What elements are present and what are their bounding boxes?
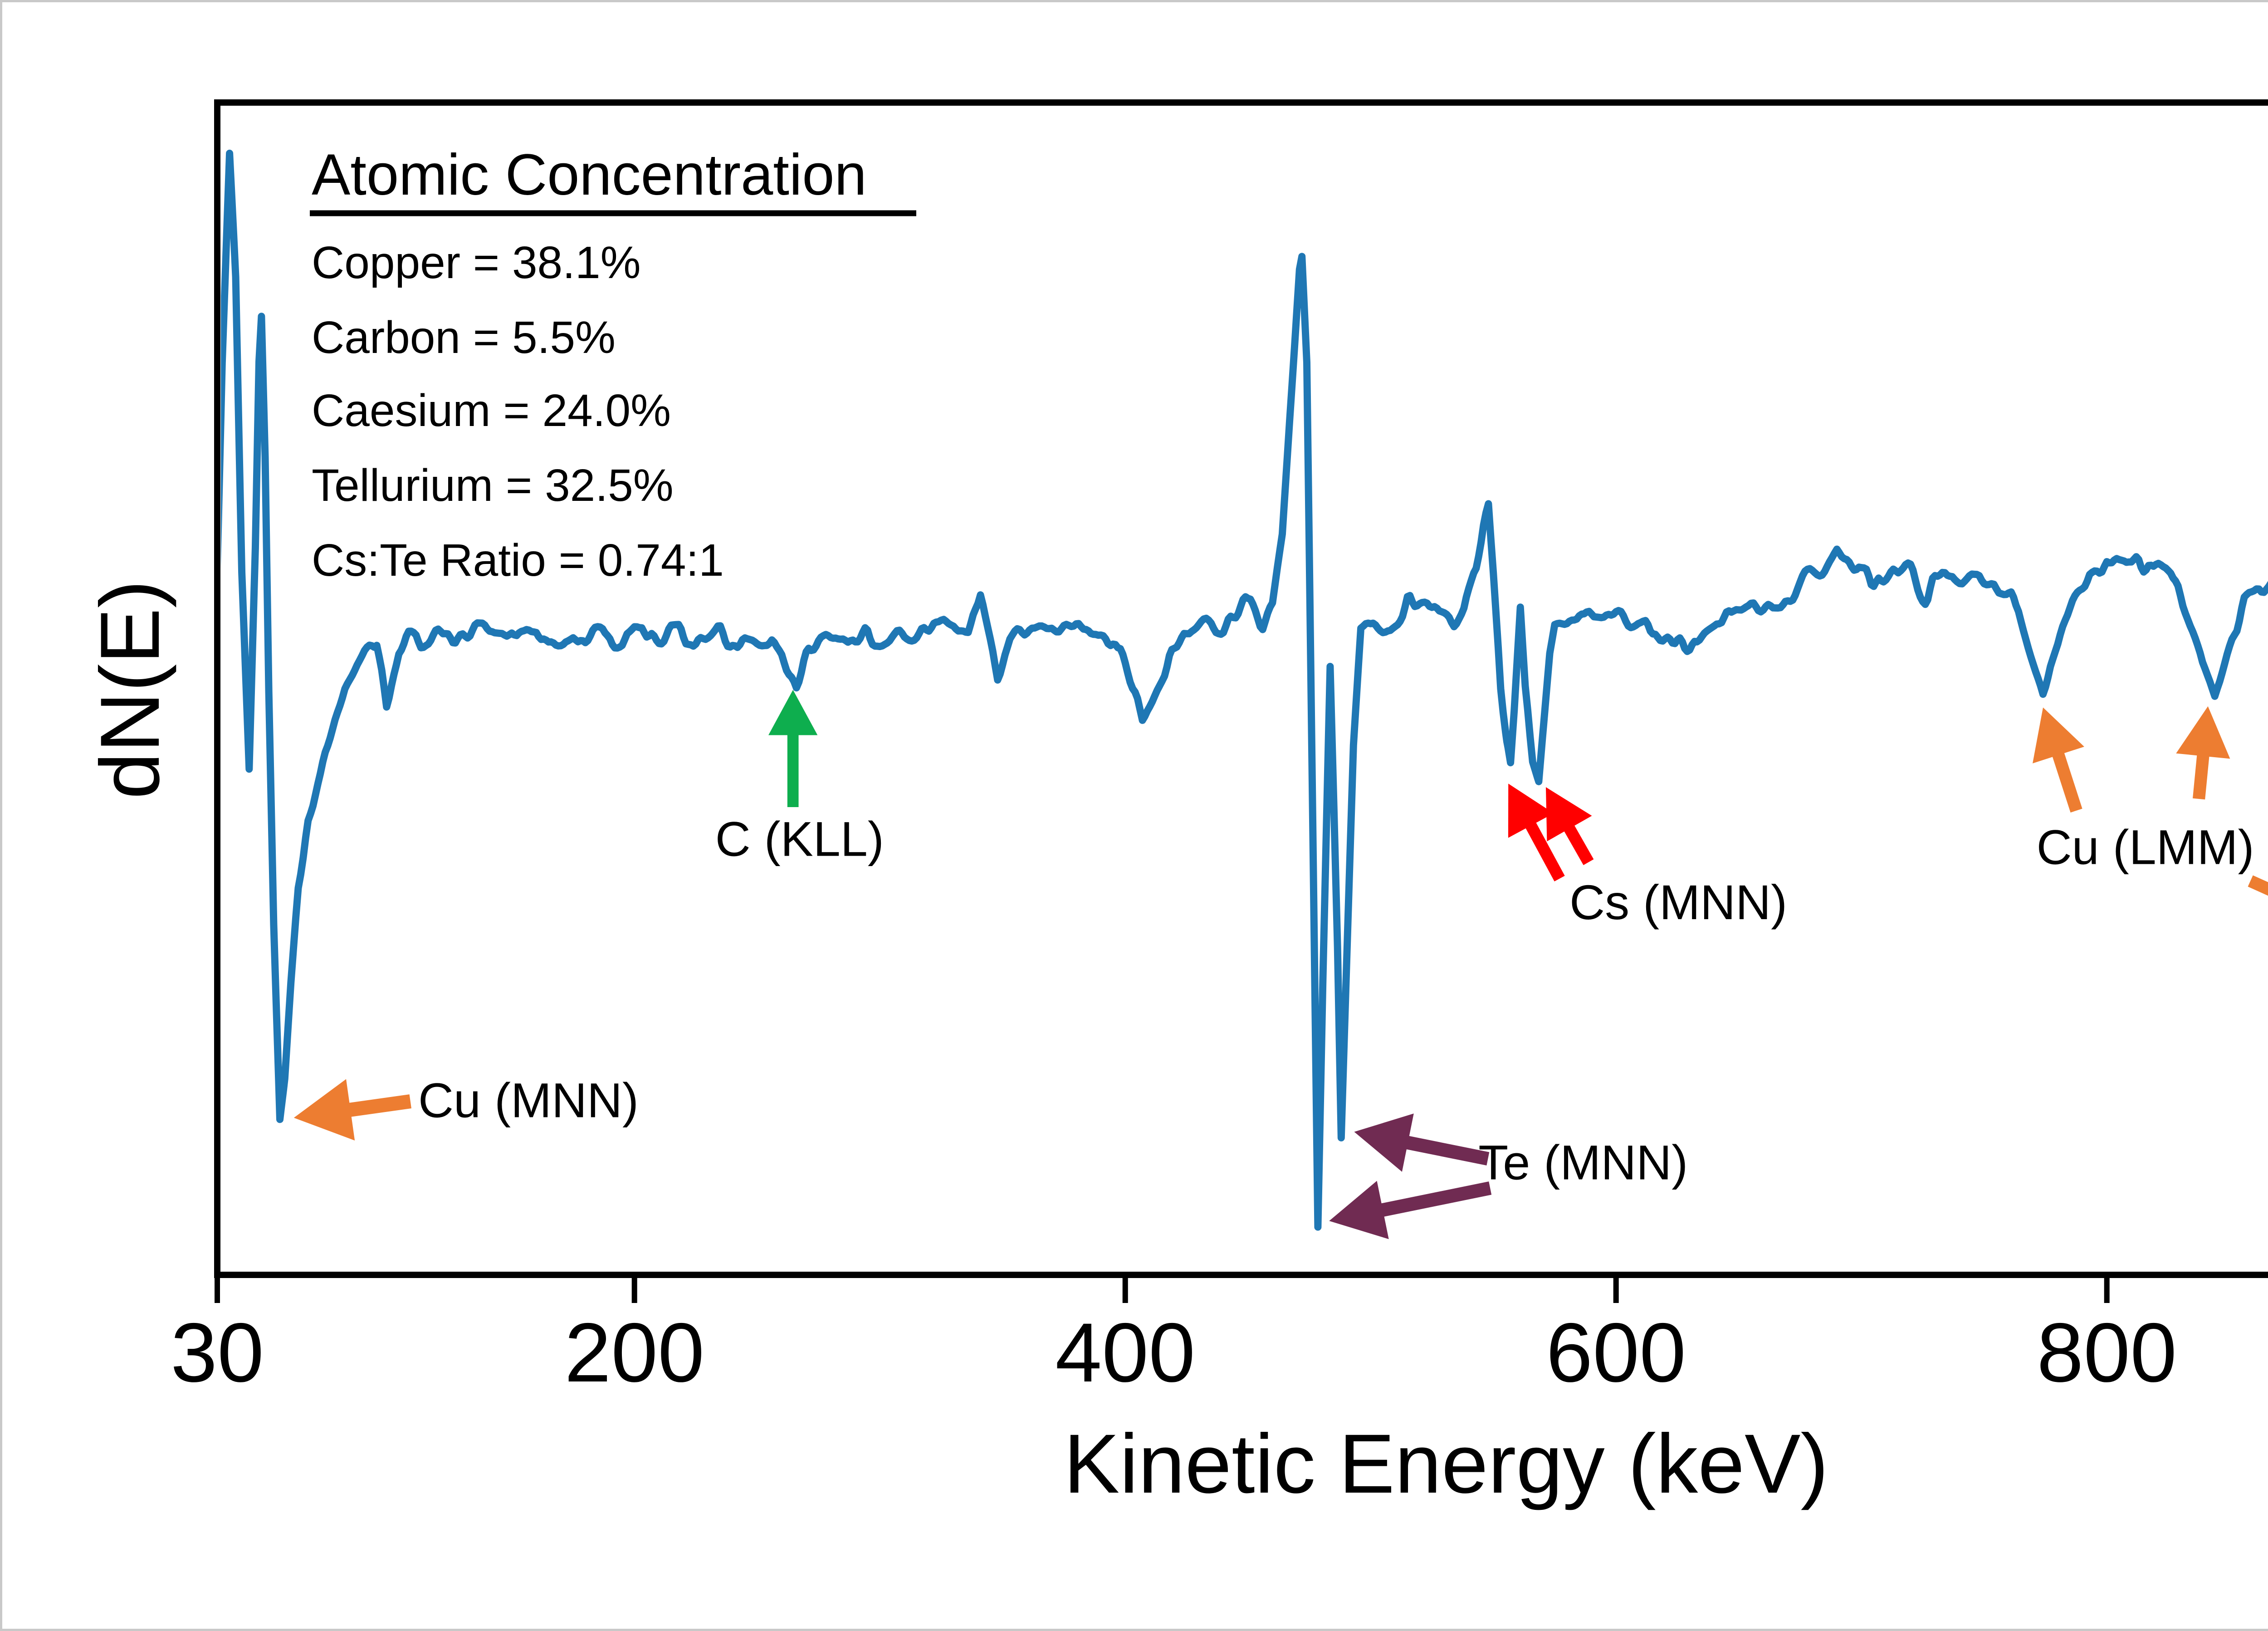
cs-mnn-arrow-shaft (1563, 824, 1594, 865)
te-mnn-arrow-head (1354, 1113, 1414, 1172)
cu-lmm-arrow-head (2033, 707, 2084, 764)
annotation-cu-lmm: Cu (LMM) (2033, 706, 2268, 896)
te-mnn-arrow-shaft (1379, 1181, 1492, 1217)
x-tick-label: 800 (2037, 1306, 2177, 1400)
legend-item-cste-ratio: Cs:Te Ratio = 0.74:1 (312, 535, 724, 586)
cu-mnn-arrow-head (293, 1079, 355, 1141)
cu-lmm-arrow-shaft (2052, 751, 2082, 813)
cs-mnn-arrow-shaft (1525, 821, 1565, 882)
cu-lmm-arrow-shaft (2192, 754, 2209, 800)
cu-lmm-label: Cu (LMM) (2037, 819, 2254, 874)
te-mnn-arrow-head (1329, 1180, 1389, 1239)
annotations-layer: Cu (MNN) C (KLL) Te (MNN) Cs (MNN) Cu (LMM) (293, 690, 2268, 1239)
x-axis-ticks: 302004006008001000 (171, 1278, 2177, 1400)
x-axis-label: Kinetic Energy (keV) (1064, 1417, 1828, 1511)
y-axis-label: dN(E) (83, 580, 177, 799)
cu-mnn-arrow-shaft (347, 1094, 411, 1117)
annotation-c-kll: C (KLL) (715, 690, 884, 866)
legend-item-copper: Copper = 38.1% (312, 237, 641, 288)
annotation-cu-mnn: Cu (MNN) (293, 1073, 639, 1141)
legend-item-carbon: Carbon = 5.5% (312, 312, 616, 363)
x-tick-label: 200 (564, 1306, 704, 1400)
annotation-te-mnn: Te (MNN) (1329, 1113, 1688, 1239)
cu-mnn-label: Cu (MNN) (418, 1073, 639, 1127)
x-tick-label: 400 (1055, 1306, 1195, 1400)
te-mnn-label: Te (MNN) (1478, 1135, 1688, 1190)
plot-frame (214, 99, 2268, 1278)
cs-mnn-arrow-head (1545, 787, 1592, 842)
cs-mnn-label: Cs (MNN) (1569, 875, 1787, 930)
cu-lmm-arrow-shaft (2248, 875, 2268, 896)
legend-item-caesium: Caesium = 24.0% (312, 385, 671, 436)
c-kll-arrow-head (768, 690, 818, 735)
legend-item-tellurium: Tellurium = 32.5% (312, 460, 674, 511)
spectrum-curve-layer (221, 149, 2268, 1231)
x-tick-label: 30 (171, 1306, 264, 1400)
c-kll-label: C (KLL) (715, 811, 884, 866)
cs-mnn-arrow-head (1508, 784, 1554, 838)
te-mnn-arrow-shaft (1404, 1136, 1490, 1166)
cu-lmm-arrow-head (2176, 706, 2230, 759)
spectrum-line (221, 149, 2268, 1231)
annotation-cs-mnn: Cs (MNN) (1508, 784, 1787, 930)
legend-title: Atomic Concentration (312, 142, 867, 207)
legend: Atomic Concentration Copper = 38.1% Carb… (310, 142, 916, 586)
x-tick-label: 600 (1546, 1306, 1686, 1400)
